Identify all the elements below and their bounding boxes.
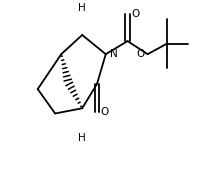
Text: O: O [101, 107, 109, 117]
Text: O: O [137, 49, 145, 59]
Text: O: O [131, 9, 140, 19]
Text: H: H [78, 3, 86, 13]
Text: H: H [78, 133, 86, 143]
Text: N: N [110, 49, 117, 59]
